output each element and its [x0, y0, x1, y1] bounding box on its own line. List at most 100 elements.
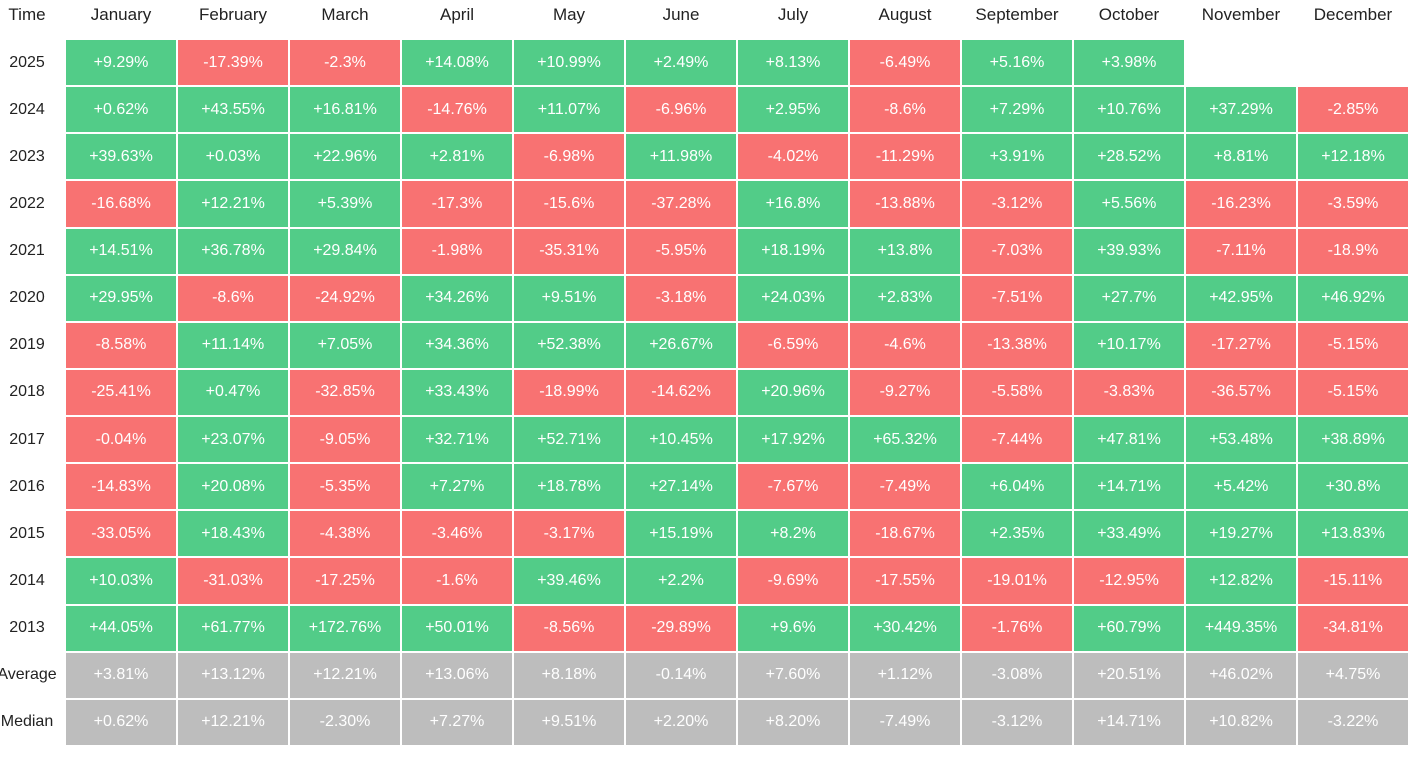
return-cell: -13.38% — [962, 322, 1072, 368]
return-cell: -17.39% — [178, 40, 288, 86]
summary-cell: +46.02% — [1186, 652, 1296, 698]
return-cell: +172.76% — [290, 605, 400, 651]
summary-cell: +12.21% — [290, 652, 400, 698]
return-cell: -8.56% — [514, 605, 624, 651]
summary-cell: +10.82% — [1186, 699, 1296, 745]
row-label: 2021 — [9, 242, 45, 260]
summary-cell: +3.81% — [66, 652, 176, 698]
row-label: 2013 — [9, 619, 45, 637]
return-cell: +449.35% — [1186, 605, 1296, 651]
return-cell: -1.76% — [962, 605, 1072, 651]
return-cell: +11.07% — [514, 87, 624, 133]
return-cell: -18.67% — [850, 511, 960, 557]
return-cell: -5.95% — [626, 228, 736, 274]
column-header: October — [1098, 5, 1160, 24]
return-cell: +36.78% — [178, 228, 288, 274]
summary-cell: +9.51% — [514, 699, 624, 745]
row-label: Median — [0, 713, 54, 731]
return-cell: -3.17% — [514, 511, 624, 557]
column-header: February — [198, 5, 268, 24]
return-cell: +18.19% — [738, 228, 848, 274]
return-cell: +20.08% — [178, 464, 288, 510]
summary-cell: -3.08% — [962, 652, 1072, 698]
return-cell: +29.95% — [66, 275, 176, 321]
return-cell: +34.26% — [402, 275, 512, 321]
return-cell: +43.55% — [178, 87, 288, 133]
return-cell: +2.35% — [962, 511, 1072, 557]
return-cell: +22.96% — [290, 134, 400, 180]
return-cell: -25.41% — [66, 369, 176, 416]
return-cell: -18.99% — [514, 369, 624, 416]
return-cell: -1.98% — [402, 228, 512, 274]
return-cell: +19.27% — [1186, 511, 1296, 557]
return-cell: -15.6% — [514, 181, 624, 227]
return-cell: +13.8% — [850, 228, 960, 274]
return-cell: -17.55% — [850, 558, 960, 604]
row-label: 2023 — [9, 147, 45, 165]
summary-cell: -7.49% — [850, 699, 960, 745]
column-header: April — [439, 5, 474, 24]
return-cell: -7.11% — [1186, 228, 1296, 274]
return-cell: -2.3% — [290, 40, 400, 86]
row-label: 2014 — [9, 571, 45, 589]
return-cell: -35.31% — [514, 228, 624, 274]
return-cell: -34.81% — [1298, 605, 1408, 651]
return-cell: +50.01% — [402, 605, 512, 651]
summary-cell: +1.12% — [850, 652, 960, 698]
return-cell: +7.27% — [402, 464, 512, 510]
return-cell: +44.05% — [66, 605, 176, 651]
return-cell: -4.38% — [290, 511, 400, 557]
summary-cell: +12.21% — [178, 699, 288, 745]
return-cell: -1.6% — [402, 558, 512, 604]
return-cell: +28.52% — [1074, 134, 1184, 180]
row-label: 2020 — [9, 289, 45, 307]
return-cell: +53.48% — [1186, 417, 1296, 463]
return-cell: +14.71% — [1074, 464, 1184, 510]
summary-cell: +8.20% — [738, 699, 848, 745]
return-cell: -17.3% — [402, 181, 512, 227]
return-cell: -8.58% — [66, 322, 176, 368]
summary-cell: -3.22% — [1298, 699, 1408, 745]
return-cell: -19.01% — [962, 558, 1072, 604]
return-cell: -6.59% — [738, 322, 848, 368]
return-cell: +10.03% — [66, 558, 176, 604]
return-cell: +8.2% — [738, 511, 848, 557]
summary-cell: -0.14% — [626, 652, 736, 698]
return-cell: -7.03% — [962, 228, 1072, 274]
row-label: 2019 — [9, 336, 45, 354]
return-cell: -32.85% — [290, 369, 400, 416]
row-label: Average — [0, 666, 57, 684]
return-cell: +2.83% — [850, 275, 960, 321]
return-cell: +2.49% — [626, 40, 736, 86]
return-cell: +60.79% — [1074, 605, 1184, 651]
return-cell: -7.49% — [850, 464, 960, 510]
return-cell: -6.96% — [626, 87, 736, 133]
summary-cell: +7.60% — [738, 652, 848, 698]
return-cell: -8.6% — [850, 87, 960, 133]
column-header: January — [90, 5, 152, 24]
return-cell: +39.46% — [514, 558, 624, 604]
return-cell: -4.6% — [850, 322, 960, 368]
return-cell: +15.19% — [626, 511, 736, 557]
return-cell: +42.95% — [1186, 275, 1296, 321]
return-cell: +11.14% — [178, 322, 288, 368]
return-cell: -11.29% — [850, 134, 960, 180]
return-cell: +23.07% — [178, 417, 288, 463]
return-cell: +34.36% — [402, 322, 512, 368]
return-cell: +37.29% — [1186, 87, 1296, 133]
return-cell: +61.77% — [178, 605, 288, 651]
row-label: 2018 — [9, 383, 45, 401]
return-cell: -7.67% — [738, 464, 848, 510]
return-cell: +0.62% — [66, 87, 176, 133]
return-cell: +27.7% — [1074, 275, 1184, 321]
return-cell: +16.81% — [290, 87, 400, 133]
return-cell: +0.03% — [178, 134, 288, 180]
return-cell: +3.91% — [962, 134, 1072, 180]
return-cell: -5.35% — [290, 464, 400, 510]
summary-cell: +8.18% — [514, 652, 624, 698]
row-label: 2015 — [9, 524, 45, 542]
row-label: 2022 — [9, 194, 45, 212]
return-cell: +32.71% — [402, 417, 512, 463]
column-header: August — [878, 5, 932, 24]
summary-cell: -3.12% — [962, 699, 1072, 745]
